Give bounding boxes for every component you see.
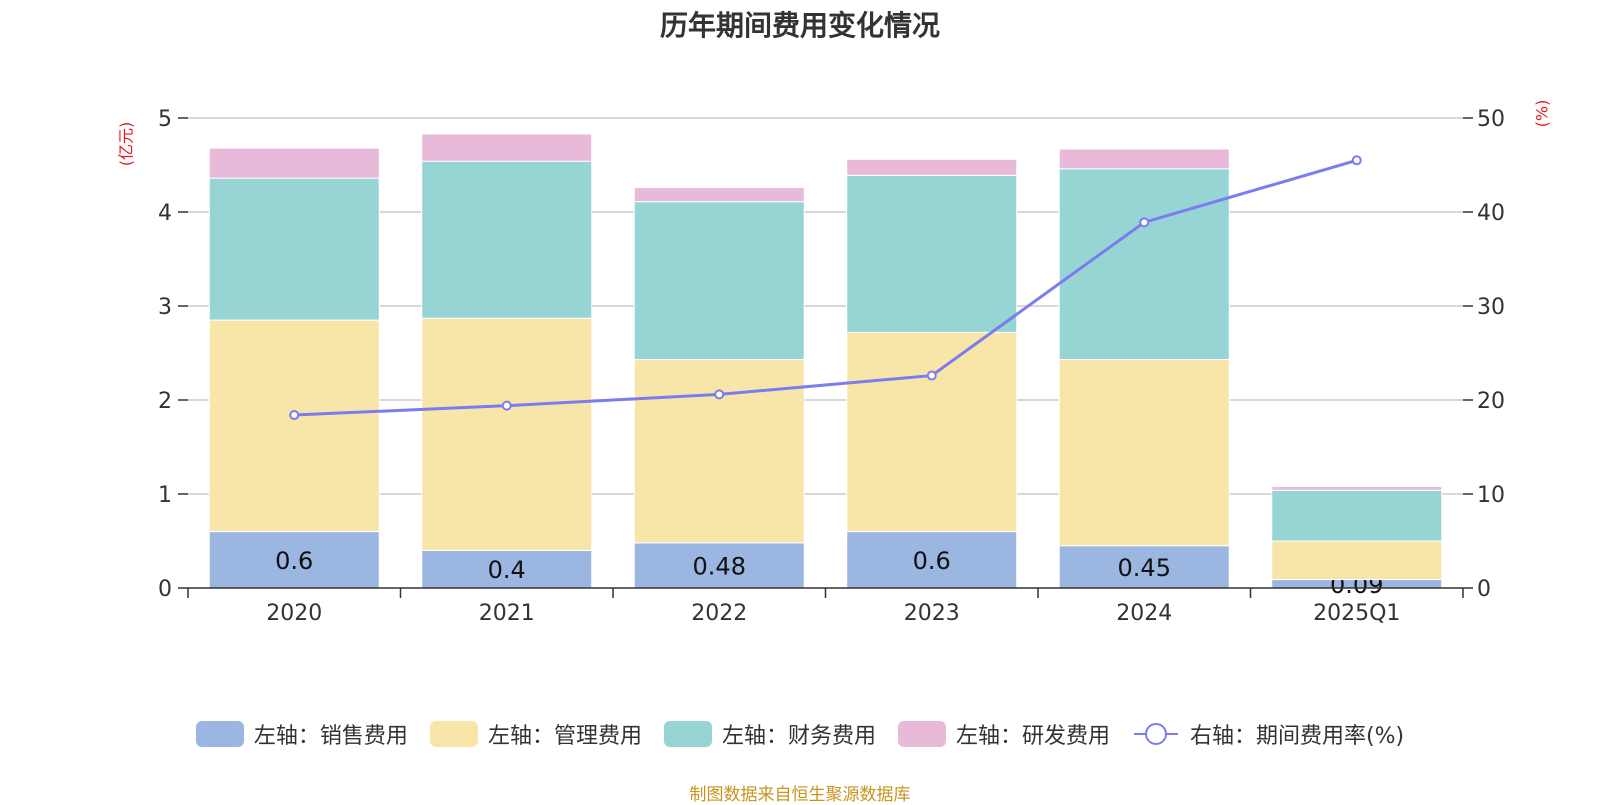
right-axis-tick-label: 20 <box>1477 389 1505 414</box>
bar-segment <box>208 177 380 321</box>
right-axis-tick-label: 50 <box>1477 107 1505 132</box>
x-axis-tick-label: 2025Q1 <box>1313 601 1400 626</box>
legend-item-management[interactable]: 左轴：管理费用 <box>429 718 642 750</box>
bar-segment <box>633 542 805 589</box>
expense-ratio-line <box>294 158 1358 417</box>
legend-swatch-finance <box>663 721 712 747</box>
bar-segment <box>1058 545 1230 589</box>
chart-title: 历年期间费用变化情况 <box>659 9 940 42</box>
right-axis-tick-label: 10 <box>1477 483 1505 508</box>
bar-segment <box>846 158 1018 176</box>
bar-segment <box>208 147 380 179</box>
legend-item-sales[interactable]: 左轴：销售费用 <box>195 718 408 750</box>
data-source-note: 制图数据来自恒生聚源数据库 <box>689 785 911 805</box>
legend-label-rnd: 左轴：研发费用 <box>955 724 1110 749</box>
bar-segment <box>1271 540 1443 581</box>
right-axis-tick-label: 30 <box>1477 295 1505 320</box>
legend-item-expense-ratio[interactable]: 右轴：期间费用率(%) <box>1132 718 1404 750</box>
x-axis-tick-label: 2020 <box>266 601 322 626</box>
line-point <box>289 410 300 421</box>
bar-data-label: 0.6 <box>275 547 313 575</box>
bar-segment <box>421 160 593 319</box>
line-point <box>501 400 512 411</box>
left-axis-tick-label: 4 <box>158 201 172 226</box>
line-point <box>714 389 725 400</box>
x-axis-tick-label: 2021 <box>479 601 535 626</box>
legend-item-finance[interactable]: 左轴：财务费用 <box>663 718 876 750</box>
legend-swatch-rnd <box>897 721 946 747</box>
bar-segment <box>1058 148 1230 170</box>
line-point <box>1351 155 1362 166</box>
left-axis-tick-label: 3 <box>158 295 172 320</box>
legend-label-management: 左轴：管理费用 <box>487 724 642 749</box>
left-axis-tick-label: 5 <box>158 107 172 132</box>
bar-data-label: 0.6 <box>913 547 951 575</box>
left-axis-tick-label: 1 <box>158 483 172 508</box>
bar-data-label: 0.4 <box>488 556 526 584</box>
bar-segment <box>421 133 593 162</box>
legend-label-sales: 左轴：销售费用 <box>253 724 408 749</box>
left-axis-tick-label: 0 <box>158 577 172 602</box>
bar-data-label: 0.48 <box>693 552 746 580</box>
bar-segment <box>1058 359 1230 547</box>
bar-segment <box>421 549 593 589</box>
bar-segment <box>633 201 805 361</box>
bar-segment <box>208 531 380 589</box>
legend-swatch-sales <box>195 721 244 747</box>
legend-line-swatch-icon <box>1133 723 1178 745</box>
legend: 左轴：销售费用 左轴：管理费用 左轴：财务费用 左轴：研发费用 右轴：期间费用率… <box>0 718 1600 750</box>
bar-segment <box>846 531 1018 589</box>
x-axis-tick-label: 2024 <box>1116 601 1172 626</box>
bar-segment <box>633 359 805 544</box>
bar-data-label: 0.45 <box>1118 554 1171 582</box>
right-axis-tick-label: 40 <box>1477 201 1505 226</box>
legend-label-expense-ratio: 右轴：期间费用率(%) <box>1189 724 1405 749</box>
x-axis-tick-label: 2022 <box>691 601 747 626</box>
x-axis-tick-label: 2023 <box>904 601 960 626</box>
right-axis-tick-label: 0 <box>1477 577 1491 602</box>
bar-segment <box>1271 489 1443 542</box>
left-axis-tick-label: 2 <box>158 389 172 414</box>
line-point <box>926 370 937 381</box>
bar-segment <box>421 317 593 551</box>
legend-swatch-management <box>429 721 478 747</box>
bar-segment <box>846 174 1018 333</box>
legend-item-rnd[interactable]: 左轴：研发费用 <box>897 718 1110 750</box>
bar-segment <box>1271 485 1443 491</box>
bar-segment <box>846 331 1018 533</box>
bar-segment <box>208 319 380 533</box>
line-point <box>1139 217 1150 228</box>
legend-label-finance: 左轴：财务费用 <box>721 724 876 749</box>
bar-segment <box>633 187 805 203</box>
